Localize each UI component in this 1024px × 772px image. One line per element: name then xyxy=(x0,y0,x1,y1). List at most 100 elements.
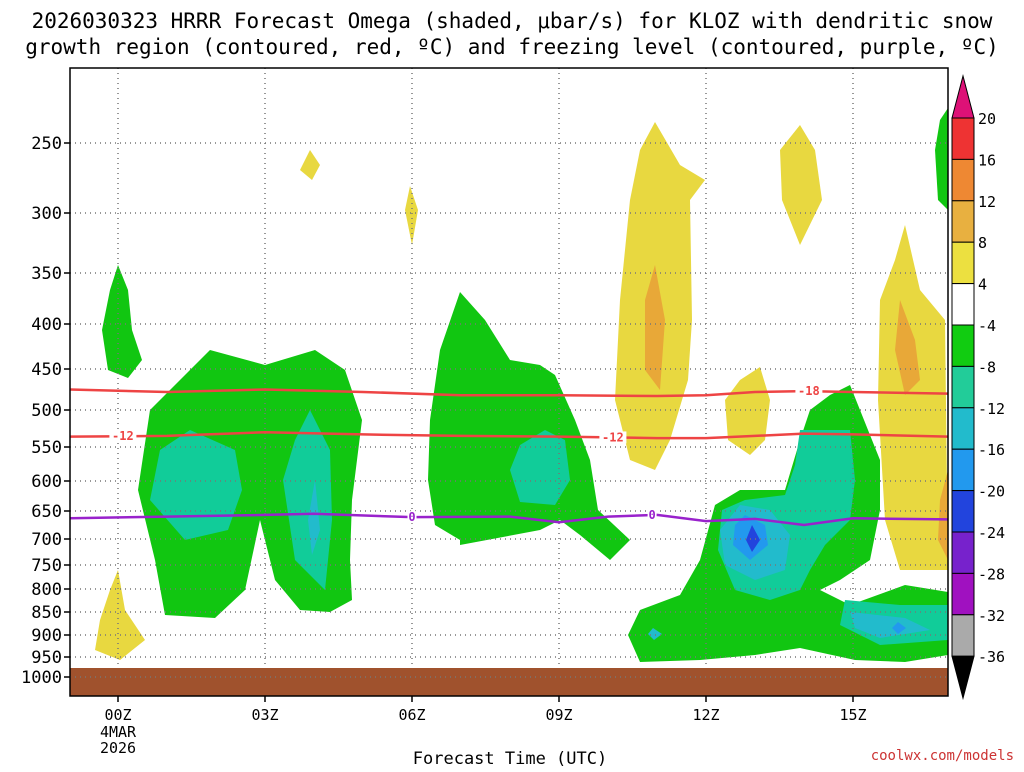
colorbar-band xyxy=(951,448,975,492)
colorbar-band xyxy=(951,490,975,533)
chart-title-line2: growth region (contoured, red, ºC) and f… xyxy=(25,35,999,59)
omega-area-green xyxy=(428,292,630,560)
omega-area-blue xyxy=(892,622,906,634)
contour-label-bg xyxy=(109,430,137,443)
contour-label-text: 0 xyxy=(648,508,655,522)
ground-surface xyxy=(70,668,948,696)
colorbar-label: 16 xyxy=(978,151,996,169)
y-tick-label: 650 xyxy=(31,502,62,522)
y-tick-label: 950 xyxy=(31,648,62,668)
colorbar-top-triangle xyxy=(951,74,975,119)
omega-area-teal xyxy=(283,410,332,590)
y-axis: 250 300 350 400 450 500 550 600 650 700 750 800 850 9… xyxy=(21,134,70,688)
omega-area-yellow xyxy=(95,570,145,660)
contour-label-bg xyxy=(647,509,657,522)
x-tick-label: 09Z xyxy=(545,706,572,724)
chart-title-line1: 2026030323 HRRR Forecast Omega (shaded, … xyxy=(32,9,993,33)
plot-area xyxy=(70,108,948,696)
omega-area-cyan xyxy=(648,628,662,640)
colorbar-band xyxy=(951,158,975,202)
x-tick-label: 15Z xyxy=(839,706,866,724)
colorbar-band xyxy=(951,241,975,285)
x-date-label: 4MAR xyxy=(100,723,137,741)
y-tick-label: 400 xyxy=(31,315,62,335)
omega-area-orange xyxy=(938,470,948,560)
omega-area-teal xyxy=(150,430,242,540)
colorbar-label: 8 xyxy=(978,234,987,252)
colorbar-band xyxy=(951,283,975,326)
y-tick-label: 550 xyxy=(31,438,62,458)
contour-label: -12 xyxy=(599,430,627,444)
y-tick-label: 250 xyxy=(31,134,62,154)
omega-area-orange xyxy=(645,265,665,390)
omega-area-yellow xyxy=(405,186,418,245)
y-tick-label: 300 xyxy=(31,204,62,224)
y-tick-label: 850 xyxy=(31,603,62,623)
omega-area-yellow xyxy=(878,225,948,570)
colorbar-band xyxy=(951,407,975,450)
omega-area-darkblue xyxy=(746,525,760,552)
omega-area-yellow xyxy=(300,150,320,180)
contour-label-text: -18 xyxy=(798,384,820,398)
contour-label: 0 xyxy=(407,510,417,524)
colorbar-band xyxy=(951,117,975,160)
colorbar: 20 16 12 8 4 -4 -8 -12 -16 -20 -24 -28 -32 -36 xyxy=(951,74,1005,701)
colorbar-label: -8 xyxy=(978,358,996,376)
y-tick-label: 350 xyxy=(31,264,62,284)
colorbar-label: -24 xyxy=(978,524,1005,542)
omega-area-green xyxy=(102,265,142,378)
contour-label: 0 xyxy=(647,508,657,522)
x-tick-label: 06Z xyxy=(398,706,425,724)
omega-area-teal xyxy=(510,430,570,505)
colorbar-label: 4 xyxy=(978,276,987,294)
colorbar-label: -12 xyxy=(978,400,1005,418)
colorbar-label: -16 xyxy=(978,441,1005,459)
y-tick-label: 450 xyxy=(31,360,62,380)
omega-area-cyan xyxy=(308,480,320,555)
colorbar-band xyxy=(951,531,975,574)
colorbar-bottom-triangle xyxy=(951,655,975,701)
y-tick-label: 700 xyxy=(31,530,62,550)
colorbar-label: -32 xyxy=(978,607,1005,625)
plot-frame xyxy=(69,67,949,697)
y-tick-label: 1000 xyxy=(21,668,62,688)
x-tick-label: 12Z xyxy=(692,706,719,724)
colorbar-band xyxy=(951,365,975,409)
contour-line xyxy=(69,512,949,527)
colorbar-label: -4 xyxy=(978,317,996,335)
omega-area-orange xyxy=(895,300,920,395)
contour-label-text: -12 xyxy=(112,429,134,443)
colorbar-label: -28 xyxy=(978,565,1005,583)
y-tick-label: 750 xyxy=(31,556,62,576)
contour-lines: -18 -12 -12 0 0 xyxy=(69,384,949,527)
x-tick-label: 03Z xyxy=(251,706,278,724)
colorbar-band xyxy=(951,572,975,616)
contour-label: -18 xyxy=(795,384,823,398)
contour-label-bg xyxy=(599,431,627,444)
omega-area-cyan xyxy=(850,612,930,638)
contour-label-text: -12 xyxy=(602,430,624,444)
colorbar-label: -20 xyxy=(978,483,1005,501)
colorbar-band xyxy=(951,324,975,367)
contour-label-bg xyxy=(407,511,417,524)
omega-area-yellow xyxy=(780,125,822,245)
colorbar-label: 12 xyxy=(978,193,996,211)
grid-lines xyxy=(70,68,948,678)
y-tick-label: 500 xyxy=(31,401,62,421)
contour-label: -12 xyxy=(109,429,137,443)
contour-label-text: 0 xyxy=(408,510,415,524)
colorbar-label: -36 xyxy=(978,648,1005,666)
credit-text: coolwx.com/models xyxy=(871,748,1014,764)
x-date-label: 2026 xyxy=(100,739,136,757)
contour-label-bg xyxy=(795,385,823,398)
y-tick-label: 600 xyxy=(31,472,62,492)
omega-area-yellow xyxy=(725,367,770,455)
x-axis-title: Forecast Time (UTC) xyxy=(413,749,607,768)
colorbar-band xyxy=(951,200,975,243)
omega-area-green xyxy=(935,108,948,210)
colorbar-band xyxy=(951,614,975,657)
y-tick-label: 800 xyxy=(31,580,62,600)
colorbar-label: 20 xyxy=(978,110,996,128)
